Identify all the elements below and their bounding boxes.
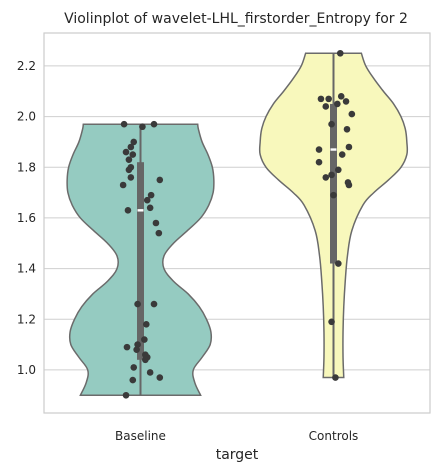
data-point [124, 207, 132, 214]
data-point [146, 204, 154, 212]
y-tick-labels: 1.0 1.2 1.4 1.6 1.8 2.0 2.2 [17, 59, 36, 377]
data-point [336, 49, 344, 57]
data-point [156, 176, 164, 184]
data-point [328, 171, 335, 179]
data-point [122, 148, 130, 156]
y-tick-label: 1.0 [17, 363, 36, 377]
data-point [129, 376, 137, 384]
y-tick-label: 1.2 [17, 312, 36, 326]
data-point [127, 143, 135, 151]
data-point [150, 300, 158, 308]
strip-points [119, 49, 356, 399]
data-point [119, 181, 127, 189]
data-point [127, 174, 135, 181]
data-point [146, 369, 154, 376]
data-point [130, 364, 138, 371]
data-point [348, 110, 356, 118]
chart-title: Violinplot of wavelet-LHL_firstorder_Ent… [64, 11, 408, 27]
data-point [142, 351, 149, 359]
x-tick-label: Controls [309, 429, 359, 443]
y-tick-label: 1.4 [17, 262, 36, 276]
data-point [335, 260, 342, 267]
iqr-box-controls [330, 103, 337, 264]
y-tick-label: 1.8 [17, 160, 36, 174]
data-point [147, 191, 155, 199]
violins [66, 52, 409, 397]
iqr-box-baseline [137, 162, 144, 360]
data-point [130, 138, 138, 146]
data-point [155, 229, 163, 237]
y-tick-label: 1.6 [17, 211, 36, 225]
y-tick-label: 2.0 [17, 110, 36, 124]
data-point [322, 174, 330, 181]
data-point [343, 125, 351, 133]
data-point [134, 300, 141, 308]
median-mark-baseline [137, 209, 144, 212]
data-point [342, 98, 350, 105]
data-point [141, 336, 148, 343]
median-mark-controls [330, 148, 337, 151]
data-point [143, 196, 151, 204]
data-point [134, 341, 141, 348]
data-point [328, 120, 335, 128]
plot-frame [43, 32, 431, 414]
data-point [345, 143, 353, 151]
data-point [315, 146, 323, 153]
data-point [127, 163, 135, 171]
data-point [325, 95, 332, 103]
data-point [338, 151, 346, 158]
data-point [322, 103, 330, 110]
x-axis-label: target [216, 447, 259, 463]
data-point [133, 346, 140, 353]
data-point [344, 179, 352, 186]
y-tick-label: 2.2 [17, 59, 36, 73]
data-point [332, 374, 339, 381]
data-point [334, 100, 341, 108]
data-point [120, 120, 128, 128]
data-point [317, 95, 325, 103]
data-point [142, 321, 150, 328]
data-point [328, 318, 335, 326]
data-point [156, 374, 164, 381]
data-point [125, 156, 133, 163]
data-point [139, 123, 146, 131]
data-point [330, 191, 337, 199]
data-point [335, 166, 342, 174]
data-point [123, 343, 131, 351]
data-point [122, 391, 130, 399]
x-tick-label: Baseline [115, 429, 166, 443]
data-point [129, 151, 137, 158]
data-point [337, 93, 345, 100]
x-tick-labels: Baseline Controls [115, 429, 358, 443]
data-point [152, 219, 160, 227]
data-point [315, 158, 323, 166]
data-point [150, 120, 158, 128]
